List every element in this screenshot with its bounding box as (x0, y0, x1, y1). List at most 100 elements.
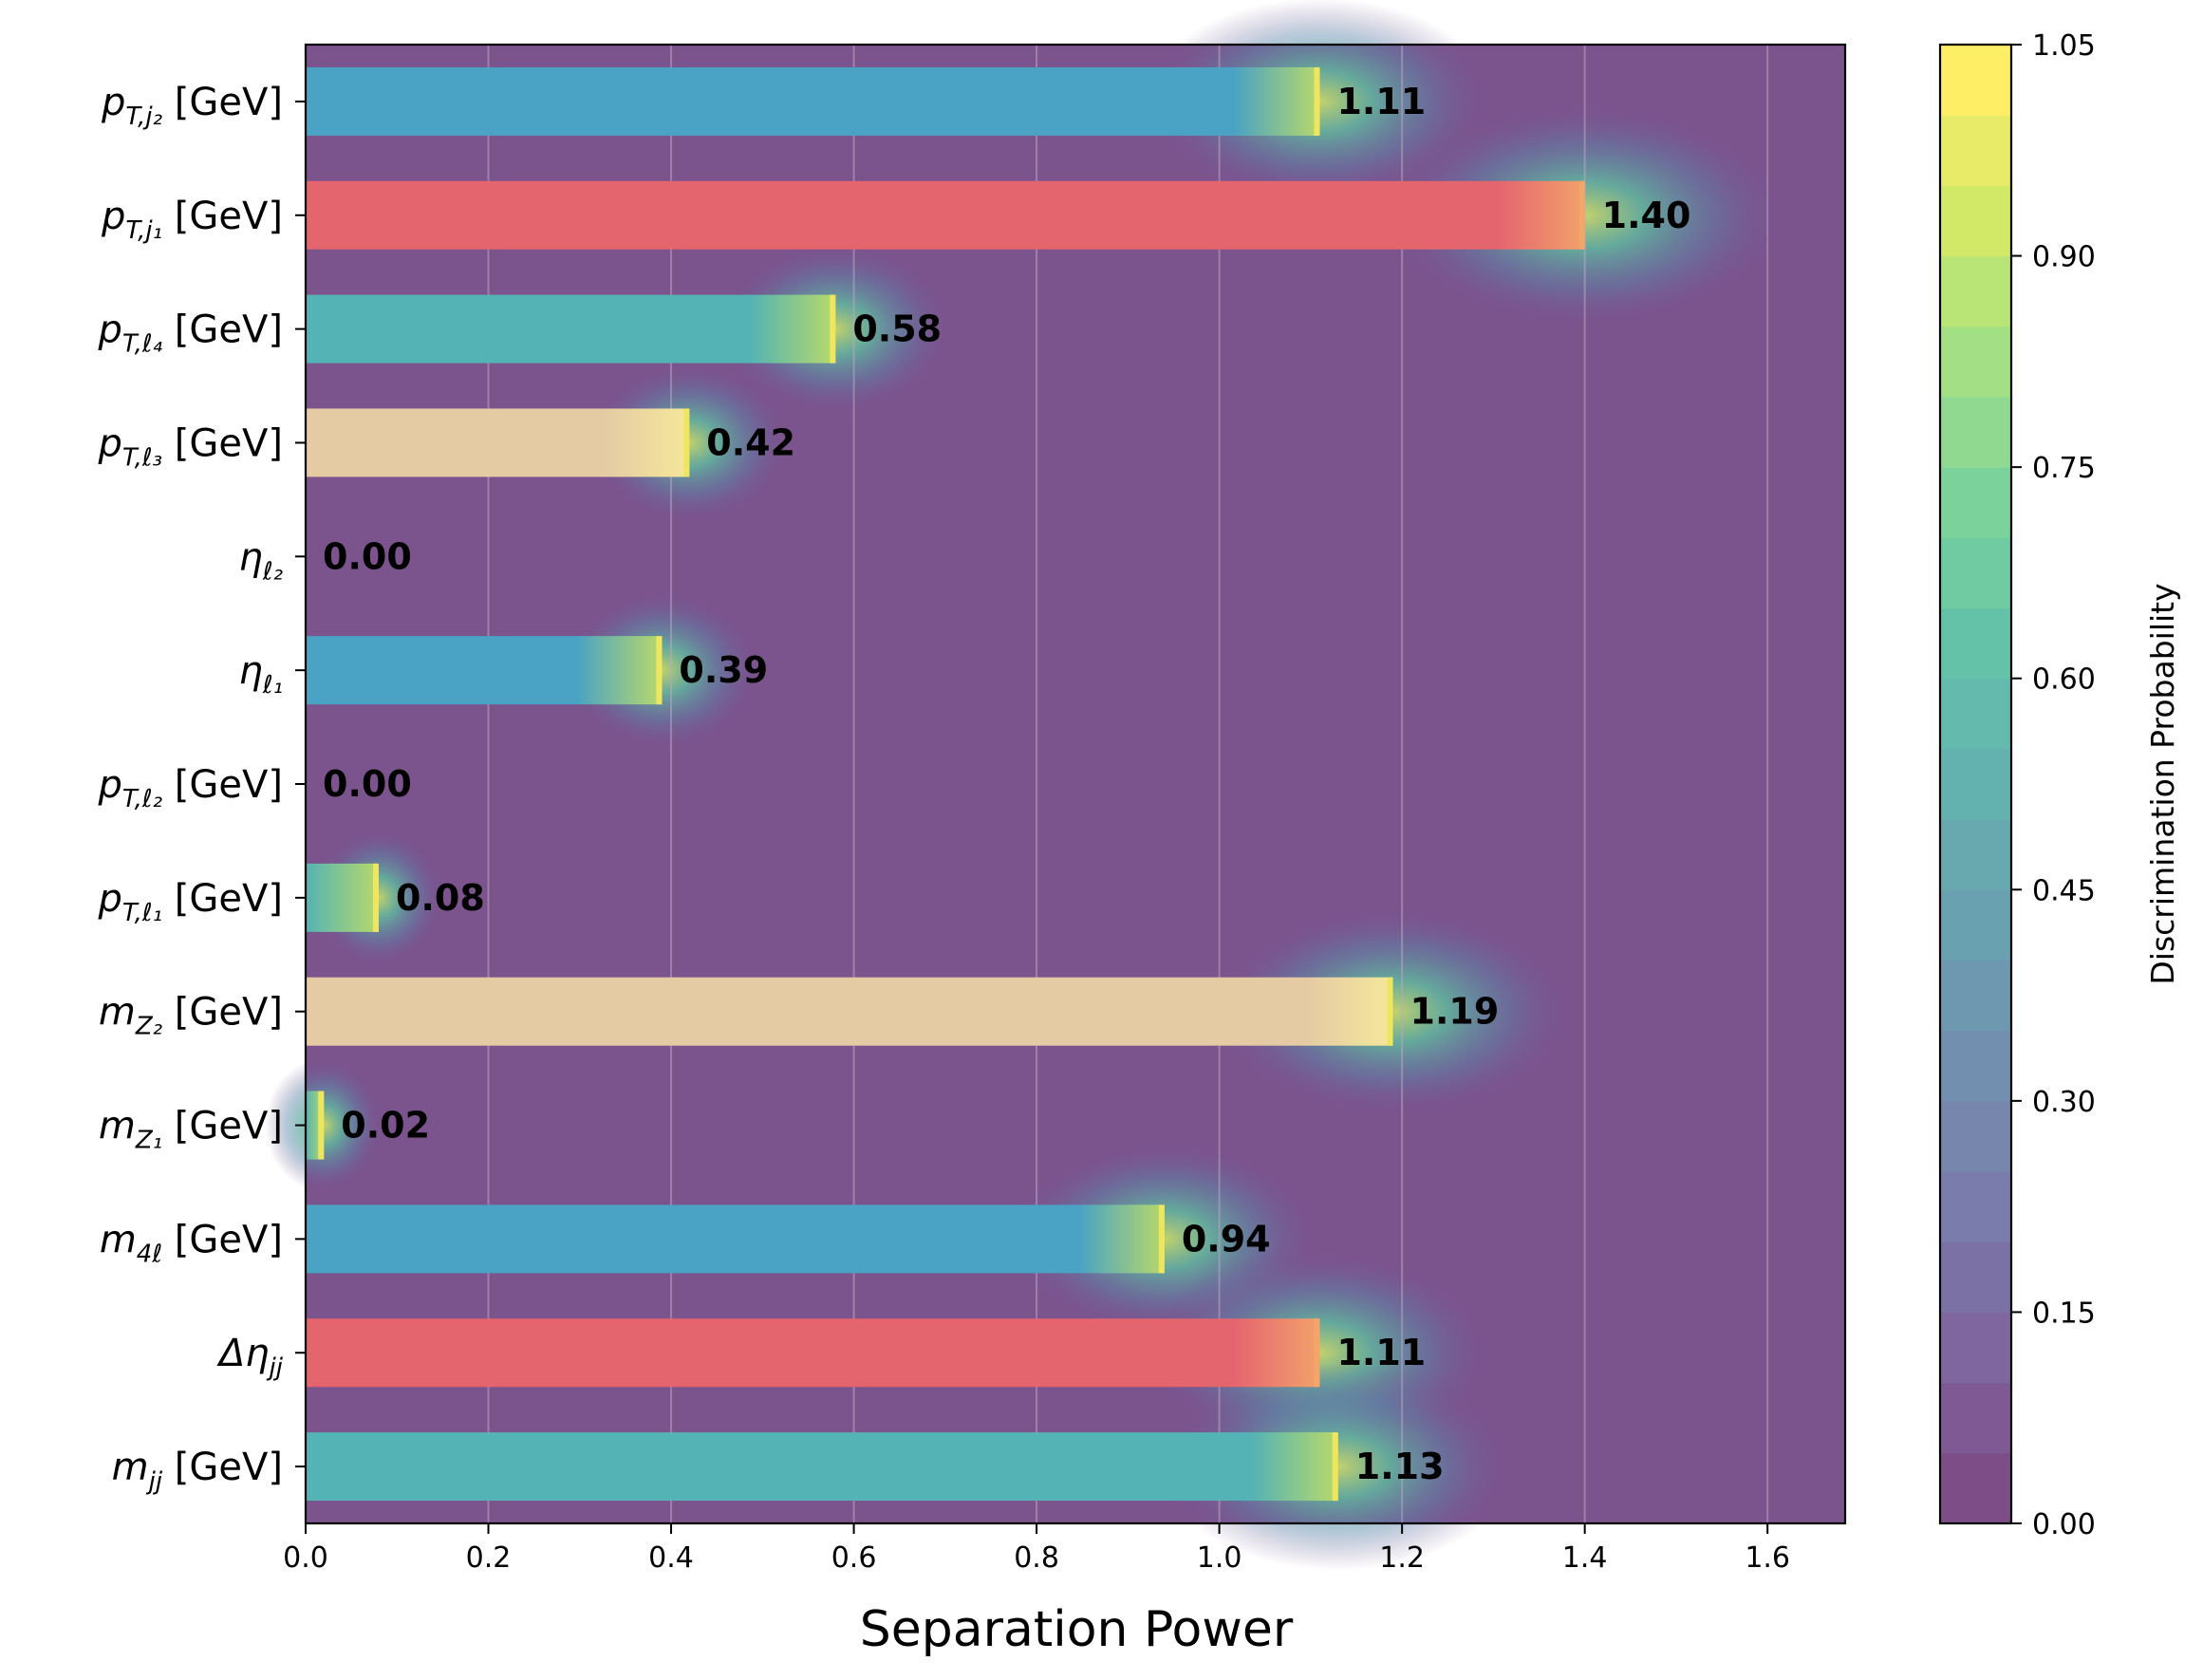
y-category-unit: [GeV] (162, 1446, 283, 1489)
colorbar-tick-label: 0.30 (2032, 1086, 2096, 1119)
colorbar-segment (1940, 115, 2011, 186)
y-category-subscript: T,j₁ (125, 216, 162, 245)
colorbar-segment (1940, 255, 2011, 327)
y-category-label: pT,ℓ₂ [GeV] (97, 763, 283, 813)
colorbar-segment (1940, 1030, 2011, 1102)
bar-end-highlight (1332, 1432, 1338, 1502)
colorbar-title: Discrimination Probability (2144, 583, 2181, 984)
x-tick-label: 0.0 (283, 1541, 328, 1575)
y-category-unit: [GeV] (162, 195, 283, 238)
y-category-label: pT,ℓ₄ [GeV] (97, 308, 283, 359)
x-tick-label: 0.6 (831, 1541, 877, 1575)
colorbar-segment (1940, 185, 2011, 257)
y-category-symbol: η (238, 649, 262, 693)
bar-value-label: 1.11 (1336, 81, 1426, 122)
bar-value-label: 0.94 (1182, 1218, 1271, 1260)
colorbar: 0.00 0.15 0.30 0.45 0.60 0.75 0.90 1.05 Discrimi… (1938, 29, 2181, 1541)
y-category-unit: [GeV] (162, 308, 283, 352)
colorbar-segment (1940, 1241, 2011, 1314)
bar (306, 1318, 1320, 1388)
y-axis: pT,j₂ [GeV]pT,j₁ [GeV]pT,ℓ₄ [GeV]pT,ℓ₃ [… (97, 81, 306, 1496)
bar (306, 1432, 1338, 1502)
bar-end-highlight (1314, 66, 1320, 136)
y-category-symbol: m (99, 1105, 136, 1148)
colorbar-segment (1940, 537, 2011, 609)
y-category-symbol: m (100, 1218, 137, 1261)
y-category-subscript: jj (267, 1353, 284, 1382)
bar (306, 408, 690, 477)
y-category-subscript: T,j₂ (125, 103, 162, 131)
y-category-symbol: p (97, 763, 121, 807)
bar-value-label: 1.40 (1602, 195, 1691, 236)
colorbar-segment (1940, 678, 2011, 750)
y-category-subscript: 4ℓ (137, 1240, 162, 1268)
bar-end-highlight (1578, 180, 1585, 250)
colorbar-segment (1940, 45, 2011, 116)
y-category-subscript: Z₂ (135, 1013, 162, 1041)
plot-area: 1.11 1.40 0.58 0.42 0.00 0.39 0.00 0.08 1.19 0.02… (265, 0, 1847, 1571)
bar-value-label: 1.13 (1355, 1446, 1445, 1487)
bar-value-label: 1.11 (1336, 1332, 1426, 1373)
x-tick-label: 0.4 (648, 1541, 694, 1575)
bar (306, 180, 1585, 250)
colorbar-segment (1940, 748, 2011, 820)
bar-value-label: 0.00 (323, 763, 412, 805)
y-category-label: pT,ℓ₁ [GeV] (97, 877, 283, 927)
bar-value-label: 1.19 (1410, 991, 1500, 1033)
y-category-label: mjj [GeV] (112, 1446, 283, 1496)
x-tick-label: 1.6 (1745, 1541, 1790, 1575)
y-category-unit: [GeV] (162, 991, 283, 1035)
y-category-subscript: T,ℓ₂ (122, 785, 162, 813)
bar (306, 1204, 1165, 1274)
y-category-symbol: Δη (216, 1332, 270, 1375)
x-axis-title: Separation Power (860, 1601, 1294, 1658)
colorbar-tick-label: 0.60 (2032, 663, 2096, 697)
y-category-symbol: p (97, 308, 121, 352)
y-category-subscript: jj (146, 1467, 163, 1496)
y-category-symbol: p (97, 877, 121, 921)
x-axis: 0.0 0.2 0.4 0.6 0.8 1.0 1.2 1.4 1.6 (283, 1523, 1790, 1575)
colorbar-frame (1938, 43, 2013, 1525)
y-category-unit: [GeV] (162, 877, 283, 921)
colorbar-segment (1940, 1100, 2011, 1172)
y-category-subscript: T,ℓ₁ (122, 899, 162, 927)
y-category-unit: [GeV] (162, 81, 283, 124)
y-category-subscript: ℓ₁ (262, 671, 283, 700)
colorbar-segment (1940, 326, 2011, 398)
bar (306, 977, 1393, 1046)
x-tick-label: 1.4 (1562, 1541, 1608, 1575)
bar (306, 66, 1320, 136)
bar-value-label: 0.08 (396, 877, 485, 919)
bar-end-highlight (683, 408, 690, 477)
y-category-symbol: p (101, 195, 125, 238)
bar-value-label: 0.00 (323, 535, 412, 577)
y-category-symbol: p (101, 81, 125, 124)
y-category-symbol: p (97, 421, 121, 465)
y-category-label: ηℓ₁ (238, 649, 283, 700)
colorbar-segment (1940, 607, 2011, 680)
y-category-subscript: Z₁ (135, 1127, 162, 1155)
y-category-unit: [GeV] (162, 763, 283, 807)
colorbar-segment (1940, 1312, 2011, 1384)
colorbar-segment (1940, 889, 2011, 961)
bar-end-highlight (1387, 977, 1393, 1046)
colorbar-tick-label: 0.75 (2032, 452, 2096, 485)
bar-value-label: 0.02 (341, 1105, 430, 1147)
y-category-subscript: ℓ₂ (262, 557, 283, 586)
colorbar-tick-label: 1.05 (2032, 29, 2096, 63)
colorbar-tick-label: 0.15 (2032, 1297, 2096, 1330)
y-category-label: ηℓ₂ (238, 535, 283, 586)
bar (306, 294, 836, 364)
bar-end-highlight (1158, 1204, 1165, 1274)
y-category-label: pT,ℓ₃ [GeV] (97, 421, 283, 472)
colorbar-segment (1940, 960, 2011, 1032)
colorbar-segment (1940, 819, 2011, 890)
y-category-label: pT,j₂ [GeV] (101, 81, 283, 131)
y-category-label: mZ₂ [GeV] (99, 991, 283, 1041)
bar-end-highlight (830, 294, 836, 364)
bar-end-highlight (373, 863, 380, 932)
bar-value-label: 0.39 (679, 649, 768, 691)
y-category-subscript: T,ℓ₄ (122, 330, 163, 359)
colorbar-segment (1940, 1452, 2011, 1524)
